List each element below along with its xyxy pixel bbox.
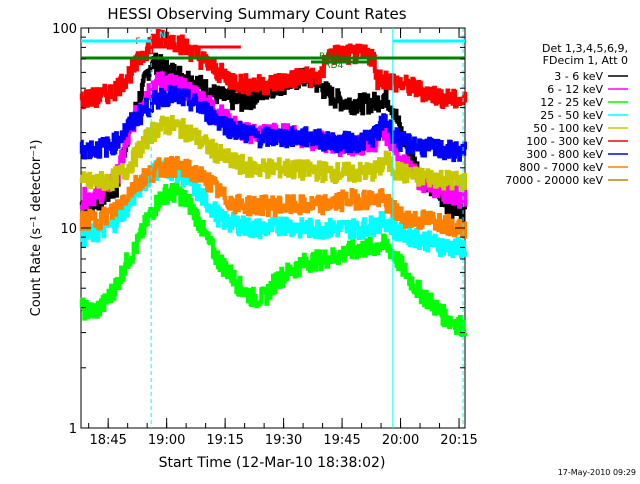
legend-label: 25 - 50 keV	[540, 109, 603, 122]
y-tick-label: 100	[52, 22, 77, 37]
series-line-800-7000-kev	[79, 155, 467, 239]
annotation-group: RD0RD4FN	[81, 28, 465, 428]
axes-group: 1 10 100 18:45 19:00 19:15 19:30 19:45 20:00 20:1…	[52, 22, 478, 448]
legend-label: 7000 - 20000 keV	[505, 174, 603, 187]
legend-label: 12 - 25 keV	[540, 96, 603, 109]
y-axis-label: Count Rate (s⁻¹ detector⁻¹)	[29, 140, 44, 317]
legend-label: 100 - 300 keV	[526, 135, 603, 148]
x-tick-label: 18:45	[89, 433, 126, 448]
date-stamp: 17-May-2010 09:29	[558, 468, 636, 477]
legend-label: 800 - 7000 keV	[519, 161, 603, 174]
chart-title: HESSI Observing Summary Count Rates	[107, 5, 406, 23]
legend-label: 6 - 12 keV	[547, 83, 603, 96]
x-tick-label: 19:00	[148, 433, 185, 448]
x-tick-label: 20:00	[382, 433, 419, 448]
legend-label: 300 - 800 keV	[526, 148, 603, 161]
legend-header: FDecim 1, Att 0	[543, 54, 628, 67]
x-tick-label: 19:30	[265, 433, 302, 448]
series-line-12-25-kev	[79, 182, 467, 337]
series-group	[79, 29, 467, 337]
legend: Det 1,3,4,5,6,9,FDecim 1, Att 0 3 - 6 keV…	[505, 42, 628, 187]
series-line-50-100-kev	[79, 115, 467, 192]
x-tick-label: 19:15	[206, 433, 243, 448]
y-tick-label: 10	[60, 222, 77, 237]
x-tick-label: 20:15	[440, 433, 477, 448]
y-tick-label: 1	[69, 422, 77, 437]
series-line-3-6-kev	[79, 52, 467, 223]
annotation-label: N	[159, 31, 166, 41]
legend-label: 50 - 100 keV	[533, 122, 603, 135]
legend-header: Det 1,3,4,5,6,9,	[542, 42, 628, 55]
legend-label: 3 - 6 keV	[554, 70, 603, 83]
x-axis-label: Start Time (12-Mar-10 18:38:02)	[159, 455, 386, 471]
x-tick-label: 19:45	[323, 433, 360, 448]
annotation-label: RD4	[324, 61, 343, 71]
series-line-300-800-kev	[79, 84, 467, 163]
